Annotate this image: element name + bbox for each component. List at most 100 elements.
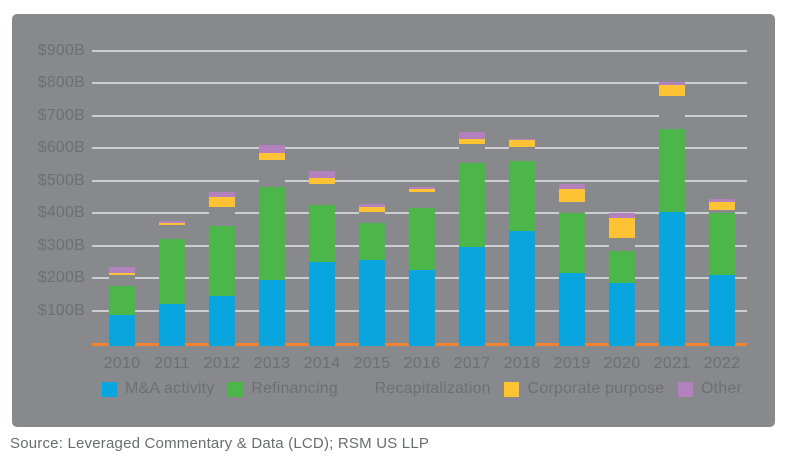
- bar-group-2015: [359, 203, 385, 346]
- bar-segment-m-a-activity: [409, 270, 435, 346]
- bar-segment-m-a-activity: [309, 261, 335, 346]
- bar-group-2011: [159, 221, 185, 346]
- x-axis-label-2017: 2017: [453, 355, 491, 372]
- y-axis-label-800: $800B: [37, 74, 85, 92]
- bar-segment-recapitalization: [259, 159, 285, 188]
- bar-segment-recapitalization: [159, 224, 185, 240]
- bar-segment-m-a-activity: [559, 273, 585, 346]
- bar-segment-corporate-purpose: [659, 85, 685, 97]
- bar-segment-refinancing: [609, 250, 635, 283]
- bar-segment-m-a-activity: [109, 315, 135, 346]
- bar-group-2013: [259, 145, 285, 346]
- bar-segment-other: [459, 132, 485, 139]
- bar-group-2017: [459, 132, 485, 346]
- gridline-600: [92, 147, 747, 150]
- y-axis-label-400: $400B: [37, 204, 85, 222]
- legend-item-other: Other: [677, 380, 742, 398]
- gridline-500: [92, 179, 747, 182]
- source-text: Source: Leveraged Commentary & Data (LCD…: [10, 435, 430, 452]
- legend-swatch-refinancing: [228, 381, 244, 397]
- legend-item-corporate-purpose: Corporate purpose: [504, 380, 664, 398]
- bar-segment-recapitalization: [559, 201, 585, 214]
- bar-segment-refinancing: [509, 161, 535, 232]
- bar-group-2012: [209, 192, 235, 346]
- bar-segment-refinancing: [559, 213, 585, 274]
- bar-segment-other: [409, 187, 435, 189]
- x-axis-label-2013: 2013: [253, 355, 291, 372]
- bar-segment-other: [309, 171, 335, 178]
- bar-group-2016: [409, 187, 435, 346]
- bar-segment-corporate-purpose: [309, 177, 335, 185]
- y-axis-label-200: $200B: [37, 269, 85, 287]
- bar-group-2018: [509, 138, 535, 346]
- x-axis-label-2014: 2014: [303, 355, 341, 372]
- bar-segment-other: [609, 213, 635, 219]
- bar-segment-recapitalization: [359, 211, 385, 223]
- bar-segment-m-a-activity: [209, 295, 235, 346]
- legend-swatch-other: [677, 381, 693, 397]
- bar-segment-recapitalization: [209, 206, 235, 227]
- bar-segment-m-a-activity: [509, 231, 535, 346]
- bar-segment-refinancing: [359, 222, 385, 261]
- bar-group-2010: [109, 266, 135, 346]
- bar-segment-recapitalization: [659, 96, 685, 129]
- x-axis-label-2016: 2016: [403, 355, 441, 372]
- bar-segment-refinancing: [409, 208, 435, 270]
- bar-segment-m-a-activity: [359, 260, 385, 346]
- bar-segment-m-a-activity: [659, 211, 685, 346]
- x-axis-label-2015: 2015: [353, 355, 391, 372]
- bar-segment-recapitalization: [709, 210, 735, 214]
- bar-segment-corporate-purpose: [359, 206, 385, 212]
- x-axis-label-2011: 2011: [154, 355, 190, 372]
- bar-segment-recapitalization: [459, 143, 485, 163]
- bar-segment-corporate-purpose: [159, 223, 185, 225]
- bar-segment-corporate-purpose: [409, 188, 435, 193]
- bar-segment-corporate-purpose: [209, 197, 235, 207]
- legend-label: Recapitalization: [374, 380, 491, 397]
- legend-label: Refinancing: [251, 380, 338, 397]
- bar-segment-other: [359, 203, 385, 207]
- y-axis-label-900: $900B: [37, 42, 85, 59]
- legend-swatch-recapitalization: [351, 381, 367, 397]
- bar-segment-other: [209, 192, 235, 198]
- bar-segment-other: [559, 184, 585, 189]
- bar-segment-other: [159, 221, 185, 223]
- gridline-700: [92, 114, 747, 117]
- bar-segment-recapitalization: [409, 192, 435, 209]
- bar-segment-corporate-purpose: [609, 218, 635, 238]
- bar-segment-recapitalization: [609, 237, 635, 251]
- bar-segment-refinancing: [659, 128, 685, 212]
- bar-segment-refinancing: [709, 213, 735, 275]
- legend-item-m-a-activity: M&A activity: [102, 380, 215, 398]
- bar-group-2014: [309, 171, 335, 346]
- bar-segment-corporate-purpose: [459, 138, 485, 144]
- bar-segment-refinancing: [309, 205, 335, 262]
- x-axis-label-2022: 2022: [703, 355, 741, 372]
- bar-segment-m-a-activity: [609, 282, 635, 346]
- bar-segment-other: [659, 81, 685, 86]
- bar-segment-corporate-purpose: [259, 153, 285, 160]
- x-axis-label-2012: 2012: [203, 355, 241, 372]
- bar-segment-recapitalization: [309, 184, 335, 206]
- y-axis-label-500: $500B: [37, 171, 85, 189]
- bar-segment-m-a-activity: [259, 279, 285, 346]
- bar-segment-other: [709, 198, 735, 202]
- gridline-800: [92, 82, 747, 85]
- x-axis-label-2010: 2010: [103, 355, 141, 372]
- x-axis-label-2020: 2020: [603, 355, 641, 372]
- bar-segment-m-a-activity: [709, 274, 735, 346]
- legend-item-recapitalization: Recapitalization: [351, 380, 491, 398]
- bar-segment-other: [109, 266, 135, 274]
- legend-item-refinancing: Refinancing: [228, 380, 338, 398]
- bar-segment-corporate-purpose: [559, 188, 585, 202]
- legend-label: M&A activity: [125, 380, 215, 397]
- bar-segment-recapitalization: [509, 146, 535, 162]
- bar-segment-refinancing: [159, 239, 185, 305]
- y-axis-label-100: $100B: [37, 301, 85, 319]
- bar-group-2022: [709, 198, 735, 346]
- y-axis-label-700: $700B: [37, 106, 85, 124]
- bar-segment-refinancing: [259, 187, 285, 280]
- bar-group-2020: [609, 213, 635, 346]
- bar-segment-corporate-purpose: [109, 273, 135, 275]
- legend-label: Corporate purpose: [527, 380, 665, 397]
